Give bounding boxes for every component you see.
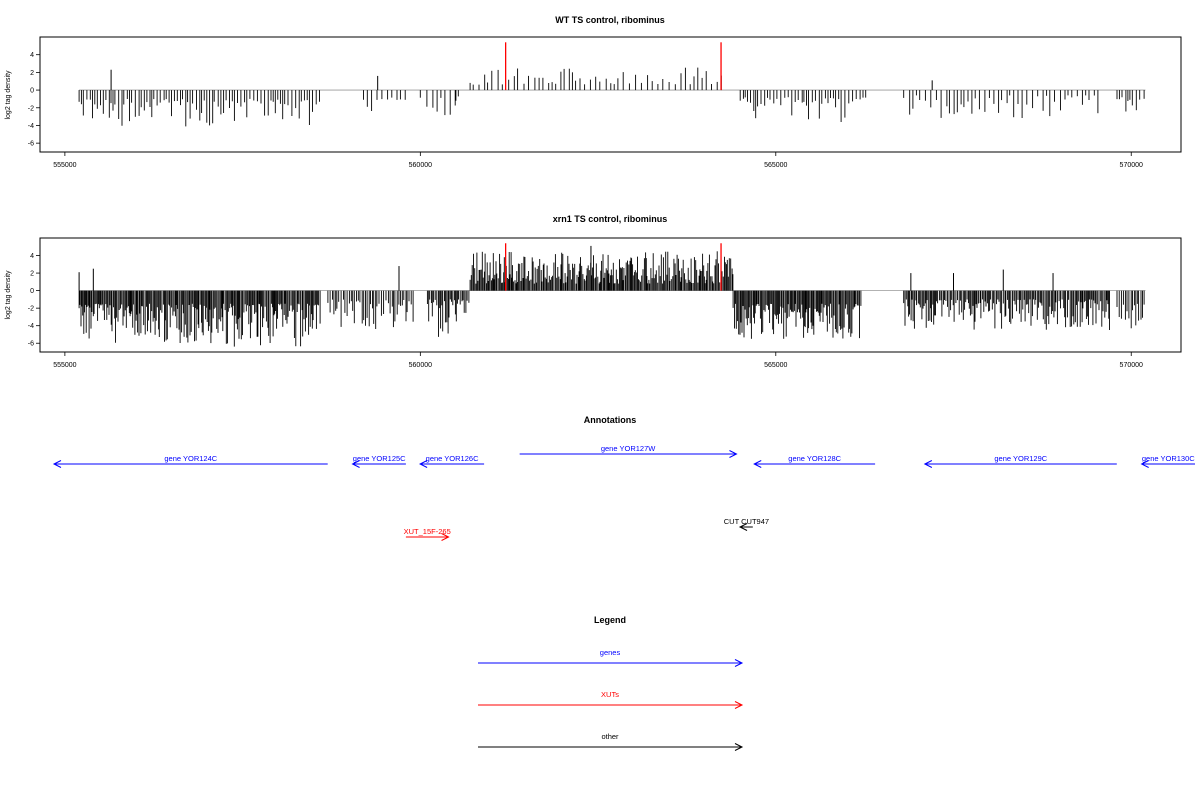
y-tick-label: -4 [28,323,34,330]
arrow-head [753,460,762,468]
legend-item: XUTs [478,690,744,709]
legend-arrow-head [734,659,744,667]
y-axis-label: log2 tag density [5,270,12,320]
x-tick-label: 560000 [409,362,432,369]
y-tick-label: -6 [28,141,34,148]
y-tick-label: -6 [28,341,34,348]
plot-frame [39,36,1182,153]
arrow-head [923,460,933,468]
arrow-head [441,533,450,541]
x-tick-label: 560000 [409,162,432,169]
bar-series [78,245,1145,347]
legend-items: genes XUTs other [478,648,744,751]
x-tick-label: 565000 [764,162,787,169]
arrow-head [1140,460,1149,468]
arrow-head [52,460,62,468]
x-axis: 555000 560000 565000 570000 [53,152,1143,169]
feature-label: gene YOR128C [788,454,841,463]
arrow-head [351,460,360,468]
legend-arrow-head [734,701,744,709]
track-title: xrn1 TS control, ribominus [553,214,668,224]
feature-label: gene YOR126C [426,454,479,463]
feature-label: gene YOR129C [994,454,1047,463]
y-tick-label: -4 [28,123,34,130]
feature-arrows: gene YOR124C gene YOR125C gene YOR126C gene… [52,444,1195,541]
y-tick-label: 0 [30,88,34,95]
x-tick-label: 555000 [53,362,76,369]
legend-label: genes [600,648,621,657]
legend-title: Legend [594,615,626,625]
legend-arrow-head [734,743,744,751]
feature-arrow: gene YOR129C [923,454,1117,468]
track-xrn1: xrn1 TS control, ribominus log2 tag dens… [5,214,1182,369]
feature-arrow: gene YOR125C [351,454,406,468]
y-axis-label: log2 tag density [5,70,12,120]
legend-item: other [478,732,744,751]
annotations-track: Annotations gene YOR124C gene YOR125C gene… [52,415,1195,541]
arrow-head [729,450,738,458]
feature-arrow: gene YOR130C [1140,454,1195,468]
feature-arrow: gene YOR128C [753,454,876,468]
feature-arrow: gene YOR127W [519,444,738,458]
y-tick-label: 4 [30,253,34,260]
legend-label: XUTs [601,690,619,699]
arrow-head [738,523,748,531]
feature-label: gene YOR125C [353,454,406,463]
x-tick-label: 555000 [53,162,76,169]
x-tick-label: 570000 [1120,162,1143,169]
x-tick-label: 565000 [764,362,787,369]
feature-label: gene YOR127W [601,444,656,453]
arrow-head [418,460,428,468]
y-tick-label: 0 [30,288,34,295]
highlight-marks [504,243,722,291]
bar-series [78,67,1145,127]
feature-label: CUT CUT947 [724,517,769,526]
y-tick-label: -2 [28,105,34,112]
feature-label: gene YOR124C [164,454,217,463]
y-axis: -6 -4 -2 0 2 4 [28,253,40,348]
legend-label: other [601,732,619,741]
feature-label: gene YOR130C [1142,454,1195,463]
y-axis: -6 -4 -2 0 2 4 [28,52,40,148]
feature-arrow: XUT_15F-265 [404,527,451,541]
annotations-title: Annotations [584,415,637,425]
feature-arrow: gene YOR126C [418,454,485,468]
feature-arrow: CUT CUT947 [724,517,769,531]
legend: Legend genes XUTs other [478,615,744,751]
y-tick-label: -2 [28,306,34,313]
highlight-marks [504,42,722,91]
y-tick-label: 4 [30,52,34,59]
y-tick-label: 2 [30,271,34,278]
y-tick-label: 2 [30,70,34,77]
feature-label: XUT_15F-265 [404,527,451,536]
x-tick-label: 570000 [1120,362,1143,369]
plot-frame [39,237,1182,353]
track-title: WT TS control, ribominus [555,15,665,25]
track-wt: WT TS control, ribominus log2 tag densit… [5,15,1182,169]
legend-item: genes [478,648,744,667]
feature-arrow: gene YOR124C [52,454,328,468]
x-axis: 555000 560000 565000 570000 [53,352,1143,369]
